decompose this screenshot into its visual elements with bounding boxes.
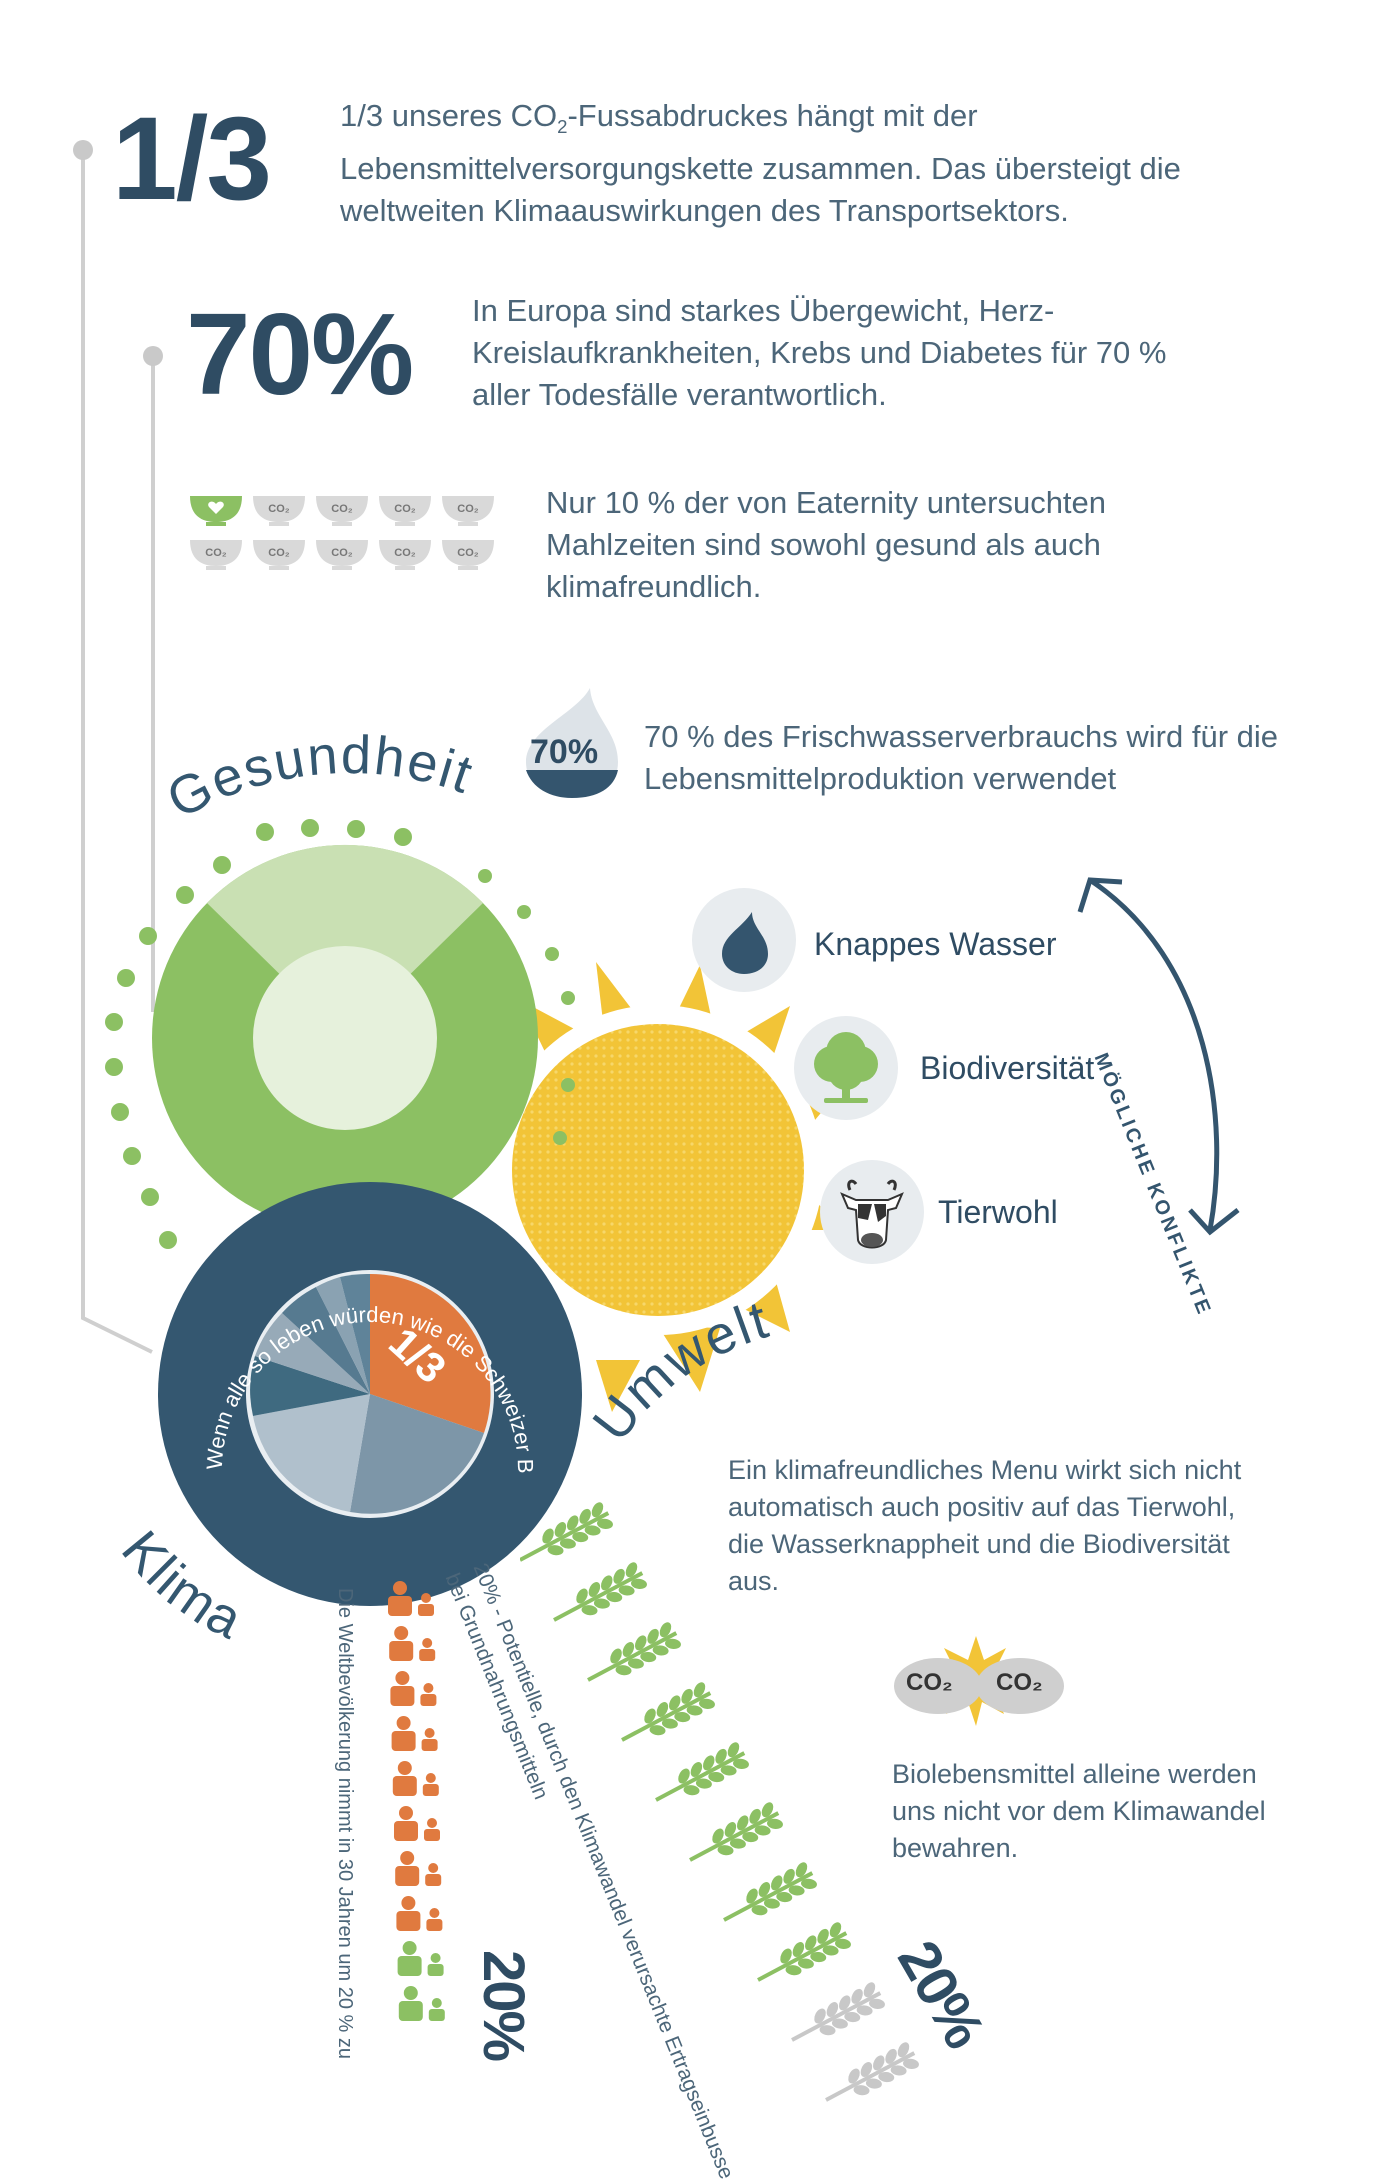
wheat-icon bbox=[587, 1622, 681, 1682]
wheat-icon bbox=[689, 1802, 783, 1862]
climate-pie bbox=[250, 1273, 491, 1514]
wheat-icon bbox=[723, 1862, 817, 1922]
person-icon bbox=[392, 1761, 439, 1796]
person-icon bbox=[390, 1671, 437, 1706]
tree-icon bbox=[814, 1032, 878, 1103]
bio-co2-icon bbox=[894, 1636, 1064, 1726]
co2-right-label: CO₂ bbox=[996, 1669, 1043, 1696]
stat-one-third-text: 1/3 unseres CO2-Fussabdruckes hängt mit … bbox=[340, 98, 1181, 229]
person-icon bbox=[394, 1806, 440, 1841]
person-icon bbox=[396, 1896, 443, 1931]
wheat-lost-icon bbox=[791, 1982, 885, 2042]
co2-bowl-icon: CO₂ bbox=[442, 540, 494, 570]
co2-bowl-icon: CO₂ bbox=[253, 540, 305, 570]
meals-text: Nur 10 % der von Eaternity untersuchten … bbox=[546, 485, 1107, 604]
wheat-icon bbox=[621, 1682, 715, 1742]
svg-text:CO₂: CO₂ bbox=[331, 547, 353, 559]
co2-bowl-icon: CO₂ bbox=[442, 496, 494, 526]
healthy-bowl-icon bbox=[190, 496, 242, 526]
sun bbox=[512, 1024, 804, 1316]
stat-seventy-text: In Europa sind starkes Übergewicht, Herz… bbox=[472, 293, 1167, 412]
conflict-label-animal-welfare: Tierwohl bbox=[938, 1194, 1058, 1230]
animal-welfare-conflict-badge bbox=[820, 1160, 924, 1264]
stat-one-third-value: 1/3 bbox=[112, 93, 272, 225]
conflict-label-biodiversity: Biodiversität bbox=[920, 1050, 1095, 1086]
central-graphic: 1/3 Wenn alle so leben würden wie die Sc… bbox=[0, 700, 842, 1650]
cow-icon bbox=[840, 1179, 904, 1249]
wheat-icon bbox=[655, 1742, 749, 1802]
wheat-icon bbox=[757, 1922, 851, 1982]
wheat-icon bbox=[519, 1502, 613, 1562]
svg-text:CO₂: CO₂ bbox=[394, 503, 416, 515]
stat-seventy-value: 70% bbox=[186, 289, 414, 419]
co2-bowl-icon: CO₂ bbox=[379, 540, 431, 570]
svg-text:CO₂: CO₂ bbox=[457, 547, 479, 559]
bio-text: Biolebensmittel alleine werden uns nicht… bbox=[892, 1759, 1266, 1863]
co2-bowl-icon: CO₂ bbox=[253, 496, 305, 526]
person-added-icon bbox=[397, 1941, 444, 1976]
population-text: Die Weltbevölkerung nimmt in 30 Jahren u… bbox=[334, 1588, 356, 2059]
person-icon bbox=[395, 1851, 442, 1886]
co2-bowl-icon: CO₂ bbox=[316, 496, 368, 526]
water-conflict-badge bbox=[692, 888, 796, 992]
meal-bowls-grid: CO₂ CO₂ CO₂ CO₂ CO₂ CO₂ CO₂ CO₂ CO₂ bbox=[190, 488, 510, 588]
water-drop-icon bbox=[722, 912, 768, 974]
person-added-icon bbox=[398, 1986, 445, 2021]
population-people bbox=[382, 1580, 472, 2100]
wheat-yield-icons bbox=[519, 1500, 920, 2150]
health-dots bbox=[105, 819, 575, 1249]
water-text: 70 % des Frischwasserverbrauchs wird für… bbox=[644, 719, 1279, 796]
svg-text:CO₂: CO₂ bbox=[331, 503, 353, 515]
water-drop-icon bbox=[526, 688, 618, 798]
wheat-lost-icon bbox=[825, 2042, 919, 2102]
person-icon bbox=[389, 1626, 436, 1661]
section-health: Gesundheit bbox=[158, 725, 481, 830]
water-badge-label: 70% bbox=[530, 733, 599, 771]
svg-text:CO₂: CO₂ bbox=[268, 547, 290, 559]
person-icon bbox=[391, 1716, 438, 1751]
co2-left-label: CO₂ bbox=[906, 1669, 953, 1696]
conflict-label-water: Knappes Wasser bbox=[814, 926, 1057, 962]
conflicts-arrow bbox=[1077, 877, 1240, 1236]
wheat-icon bbox=[553, 1562, 647, 1622]
co2-bowl-icon: CO₂ bbox=[316, 540, 368, 570]
biodiversity-conflict-badge bbox=[794, 1016, 898, 1120]
menu-note: Ein klimafreundliches Menu wirkt sich ni… bbox=[728, 1455, 1242, 1596]
svg-text:CO₂: CO₂ bbox=[457, 503, 479, 515]
co2-bowl-icon: CO₂ bbox=[379, 496, 431, 526]
co2-bowl-icon: CO₂ bbox=[190, 540, 242, 570]
svg-text:CO₂: CO₂ bbox=[268, 503, 290, 515]
svg-text:CO₂: CO₂ bbox=[394, 547, 416, 559]
svg-text:CO₂: CO₂ bbox=[205, 547, 227, 559]
person-icon bbox=[388, 1581, 434, 1616]
